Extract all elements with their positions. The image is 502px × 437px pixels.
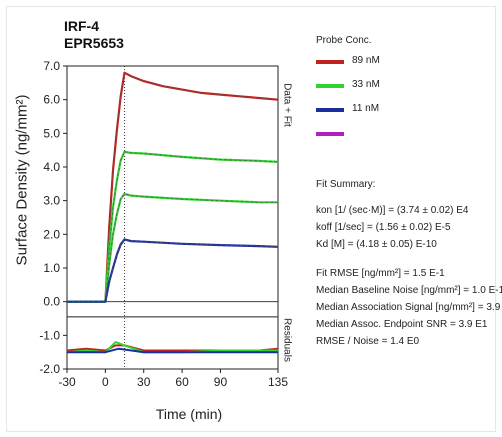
y-tick-label: 5.0 bbox=[43, 126, 60, 140]
series-line bbox=[67, 238, 279, 303]
legend-swatch bbox=[316, 60, 344, 64]
y-tick-label: 0.0 bbox=[43, 295, 60, 309]
y-tick-label: 4.0 bbox=[43, 160, 60, 174]
fit-line-endpoint-snr: Median Assoc. Endpoint SNR = 3.9 E1 bbox=[316, 319, 488, 330]
series-line bbox=[67, 150, 279, 303]
x-tick-label: 60 bbox=[175, 375, 189, 389]
protein-name: IRF-4 bbox=[64, 18, 99, 34]
x-tick-label: -30 bbox=[58, 375, 76, 389]
fit-line bbox=[67, 239, 279, 303]
y-tick-label: -1.0 bbox=[39, 328, 60, 342]
y-tick-label: 3.0 bbox=[43, 194, 60, 208]
x-tick-label: 135 bbox=[268, 375, 288, 389]
legend-label: 33 nM bbox=[352, 79, 380, 90]
fit-line-koff: koff [1/sec] = (1.56 ± 0.02) E-5 bbox=[316, 222, 451, 233]
y-tick-label: -2.0 bbox=[39, 362, 60, 376]
legend-label: 11 nM bbox=[352, 103, 380, 114]
fit-summary-title: Fit Summary: bbox=[316, 179, 376, 190]
x-axis-label: Time (min) bbox=[155, 406, 223, 422]
fit-line bbox=[67, 72, 279, 303]
fit-line-kon: kon [1/ (sec·M)] = (3.74 ± 0.02) E4 bbox=[316, 205, 469, 216]
y-tick-label: 2.0 bbox=[43, 227, 60, 241]
fit-line-baseline-noise: Median Baseline Noise [ng/mm²] = 1.0 E-1 bbox=[316, 285, 502, 296]
legend-title: Probe Conc. bbox=[316, 35, 372, 46]
y-tick-label: 1.0 bbox=[43, 261, 60, 275]
legend-label: 89 nM bbox=[352, 55, 380, 66]
protein-title: IRF-4 EPR5653 bbox=[64, 18, 124, 52]
fit-line-rmse: Fit RMSE [ng/mm²] = 1.5 E-1 bbox=[316, 268, 445, 279]
x-tick-label: 30 bbox=[137, 375, 151, 389]
y-tick-label: 6.0 bbox=[43, 93, 60, 107]
fit-line-rmse-noise: RMSE / Noise = 1.4 E0 bbox=[316, 336, 420, 347]
residual-line bbox=[67, 347, 278, 354]
legend-swatch bbox=[316, 108, 344, 112]
figure-frame bbox=[6, 6, 496, 432]
series-line bbox=[67, 71, 279, 303]
x-tick-label: 90 bbox=[214, 375, 228, 389]
antibody-clone: EPR5653 bbox=[64, 35, 124, 51]
fit-line-kd: Kd [M] = (4.18 ± 0.05) E-10 bbox=[316, 239, 437, 250]
y-tick-label: 7.0 bbox=[43, 59, 60, 73]
legend-swatch bbox=[316, 132, 344, 136]
series-line bbox=[67, 192, 278, 303]
fit-line bbox=[67, 151, 279, 303]
fit-line bbox=[67, 193, 278, 303]
plot-frame bbox=[66, 65, 279, 370]
x-tick-label: 0 bbox=[102, 375, 109, 389]
legend-swatch bbox=[316, 84, 344, 88]
fit-line-association-signal: Median Association Signal [ng/mm²] = 3.9… bbox=[316, 302, 502, 313]
